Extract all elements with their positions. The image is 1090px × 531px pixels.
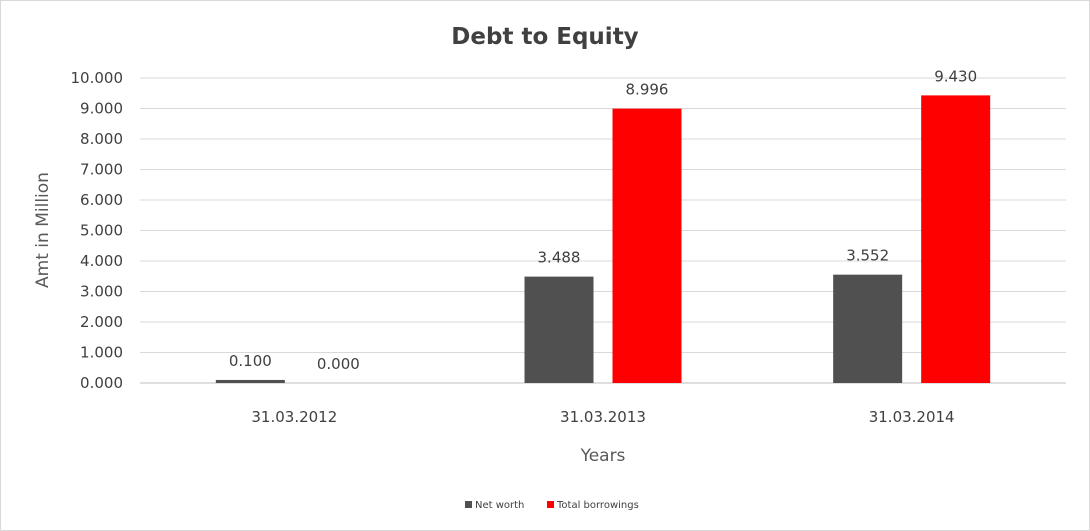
x-tick-label: 31.03.2013 <box>560 408 646 426</box>
bar-total-borrowings <box>921 95 991 383</box>
y-tick-label: 6.000 <box>80 191 123 209</box>
y-tick-label: 7.000 <box>80 161 123 179</box>
bars <box>215 95 991 383</box>
data-label: 0.000 <box>317 355 360 373</box>
data-label: 8.996 <box>626 81 669 99</box>
legend-entry: Total borrowings <box>556 500 639 511</box>
y-tick-label: 3.000 <box>80 283 123 301</box>
y-axis-label: Amt in Million <box>33 172 53 288</box>
y-tick-label: 5.000 <box>80 222 123 240</box>
data-label: 0.100 <box>229 352 272 370</box>
bar-net-worth <box>833 274 903 383</box>
y-tick-label: 1.000 <box>80 344 123 362</box>
chart-title: Debt to Equity <box>451 24 638 50</box>
bar-total-borrowings <box>612 108 682 383</box>
y-tick-label: 8.000 <box>80 130 123 148</box>
legend: Net worth Total borrowings <box>465 500 639 511</box>
legend-entry: Net worth <box>475 500 524 511</box>
legend-swatch <box>465 501 472 508</box>
bar-net-worth <box>524 276 594 383</box>
x-tick-label: 31.03.2014 <box>869 408 955 426</box>
data-label: 3.552 <box>846 247 889 265</box>
y-tick-label: 2.000 <box>80 313 123 331</box>
y-tick-label: 0.000 <box>80 374 123 392</box>
legend-swatch <box>547 501 554 508</box>
bar-net-worth <box>215 379 285 383</box>
data-labels: 0.100 0.000 3.488 8.996 3.552 9.430 <box>229 67 977 373</box>
data-label: 9.430 <box>934 67 977 85</box>
y-tick-label: 10.000 <box>71 69 124 87</box>
y-axis-ticks: 0.000 1.000 2.000 3.000 4.000 5.000 6.000 7.000… <box>71 69 124 392</box>
x-axis-label: Years <box>580 446 626 466</box>
x-axis-ticks: 31.03.2012 31.03.2013 31.03.2014 <box>251 408 954 426</box>
y-tick-label: 9.000 <box>80 100 123 118</box>
y-tick-label: 4.000 <box>80 252 123 270</box>
x-tick-label: 31.03.2012 <box>251 408 337 426</box>
data-label: 3.488 <box>538 249 581 267</box>
gridlines <box>140 77 1066 384</box>
